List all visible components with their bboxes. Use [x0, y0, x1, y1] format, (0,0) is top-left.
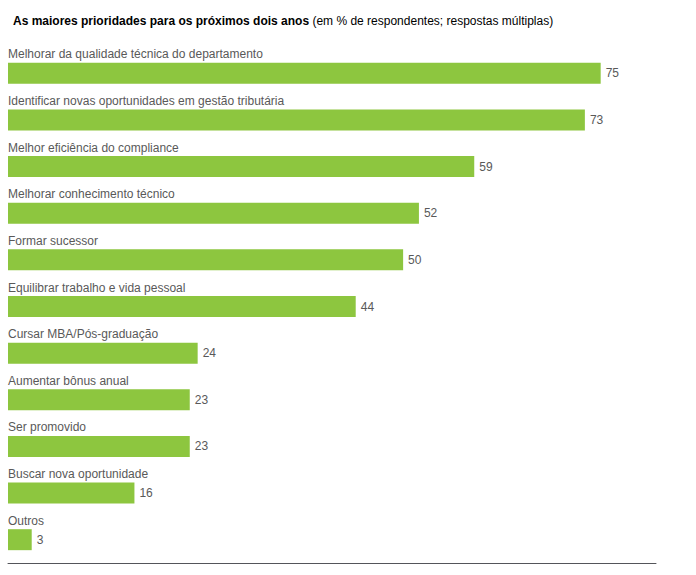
svg-text:3: 3	[37, 533, 44, 547]
svg-text:Buscar nova oportunidade: Buscar nova oportunidade	[8, 467, 148, 481]
svg-text:75: 75	[606, 66, 620, 80]
svg-text:Outros: Outros	[8, 514, 44, 528]
svg-text:As maiores prioridades para os: As maiores prioridades para os próximos …	[13, 14, 309, 28]
svg-text:Melhorar da qualidade técnica: Melhorar da qualidade técnica do departa…	[8, 47, 263, 61]
svg-text:44: 44	[361, 300, 375, 314]
svg-text:Ser promovido: Ser promovido	[8, 420, 86, 434]
svg-text:Melhorar conhecimento técnico: Melhorar conhecimento técnico	[8, 187, 175, 201]
svg-text:16: 16	[139, 486, 153, 500]
svg-text:Aumentar bônus anual: Aumentar bônus anual	[8, 374, 129, 388]
svg-text:59: 59	[479, 160, 493, 174]
svg-text:Melhor eficiência do complianc: Melhor eficiência do compliance	[8, 141, 179, 155]
svg-text:Identificar novas oportunidade: Identificar novas oportunidades em gestã…	[8, 94, 284, 108]
svg-text:23: 23	[195, 393, 209, 407]
svg-text:Cursar MBA/Pós-graduação: Cursar MBA/Pós-graduação	[8, 327, 158, 341]
svg-text:52: 52	[424, 206, 438, 220]
svg-text:24: 24	[203, 346, 217, 360]
svg-text:Equilibrar trabalho e vida pes: Equilibrar trabalho e vida pessoal	[8, 281, 185, 295]
svg-text:23: 23	[195, 439, 209, 453]
svg-text:(em % de respondentes; respost: (em % de respondentes; respostas múltipl…	[309, 14, 553, 28]
svg-text:73: 73	[590, 113, 604, 127]
svg-text:Formar sucessor: Formar sucessor	[8, 234, 98, 248]
svg-text:50: 50	[408, 253, 422, 267]
